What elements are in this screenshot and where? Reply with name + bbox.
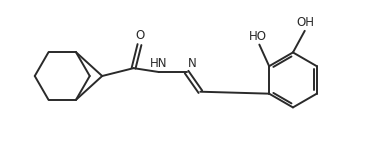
Text: HN: HN	[150, 57, 168, 70]
Text: OH: OH	[297, 16, 315, 29]
Text: N: N	[188, 57, 196, 70]
Text: O: O	[136, 29, 145, 42]
Text: HO: HO	[249, 30, 267, 43]
